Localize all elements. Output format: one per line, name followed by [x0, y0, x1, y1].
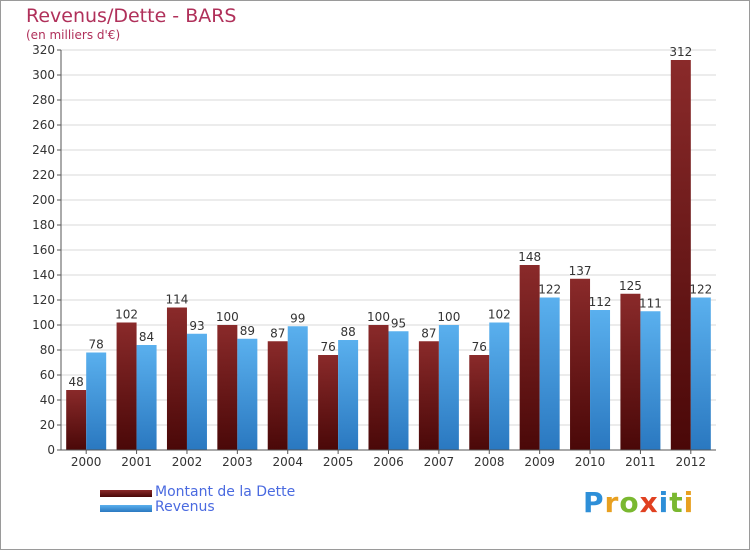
- data-label-debt-2006: 100: [367, 310, 390, 324]
- bar-debt-2008: [469, 355, 490, 450]
- data-label-revenue-2004: 99: [290, 311, 305, 325]
- bar-debt-2003: [217, 325, 238, 450]
- bar-debt-2009: [519, 265, 540, 450]
- logo-letter: i: [658, 486, 670, 519]
- y-tick-label: 280: [32, 93, 55, 107]
- chart-subtitle: (en milliers d'€): [26, 28, 121, 42]
- data-label-revenue-2009: 122: [538, 283, 561, 297]
- y-tick-label: 260: [32, 118, 55, 132]
- x-tick-label-2006: 2006: [373, 455, 404, 469]
- x-tick-label-2008: 2008: [474, 455, 505, 469]
- x-tick-label-2010: 2010: [575, 455, 606, 469]
- x-tick-label-2001: 2001: [121, 455, 152, 469]
- y-tick-label: 220: [32, 168, 55, 182]
- bar-debt-2005: [318, 355, 339, 450]
- bar-revenue-2004: [287, 326, 308, 450]
- logo-letter: x: [639, 486, 659, 519]
- chart-title: Revenus/Dette - BARS: [26, 5, 237, 27]
- y-tick-label: 140: [32, 268, 55, 282]
- bar-revenue-2012: [690, 297, 711, 450]
- data-label-debt-2008: 76: [472, 340, 487, 354]
- data-label-debt-2010: 137: [569, 264, 592, 278]
- x-tick-label-2009: 2009: [524, 455, 555, 469]
- legend-swatch-revenue: [100, 505, 152, 512]
- data-label-revenue-2008: 102: [488, 308, 511, 322]
- data-label-revenue-2002: 93: [189, 319, 204, 333]
- y-tick-label: 120: [32, 293, 55, 307]
- data-label-revenue-2011: 111: [639, 296, 662, 310]
- logo-letter: o: [619, 486, 640, 519]
- legend-swatch-debt: [100, 490, 152, 497]
- bar-revenue-2002: [186, 333, 207, 450]
- y-tick-label: 60: [40, 368, 55, 382]
- x-tick-label-2012: 2012: [676, 455, 707, 469]
- data-label-debt-2003: 100: [216, 310, 239, 324]
- bar-revenue-2008: [489, 322, 510, 450]
- data-label-debt-2001: 102: [115, 308, 138, 322]
- y-tick-label: 100: [32, 318, 55, 332]
- bar-revenue-2009: [539, 297, 560, 450]
- y-tick-label: 160: [32, 243, 55, 257]
- data-label-revenue-2001: 84: [139, 330, 154, 344]
- bar-revenue-2003: [237, 338, 258, 450]
- logo-letter: P: [583, 486, 605, 519]
- x-tick-label-2000: 2000: [71, 455, 102, 469]
- bar-revenue-2007: [438, 325, 459, 450]
- y-tick-label: 240: [32, 143, 55, 157]
- bar-revenue-2005: [338, 340, 359, 450]
- x-tick-label-2011: 2011: [625, 455, 656, 469]
- x-tick-label-2005: 2005: [323, 455, 354, 469]
- bar-debt-2010: [570, 278, 591, 450]
- data-label-debt-2002: 114: [166, 293, 189, 307]
- data-label-revenue-2000: 78: [89, 338, 104, 352]
- y-tick-label: 0: [47, 443, 55, 457]
- logo-letter: i: [683, 486, 695, 519]
- data-label-debt-2007: 87: [421, 326, 436, 340]
- y-tick-label: 200: [32, 193, 55, 207]
- data-label-debt-2012: 312: [669, 45, 692, 59]
- bar-revenue-2001: [136, 345, 157, 450]
- logo-letter: r: [604, 486, 620, 519]
- y-tick-label: 80: [40, 343, 55, 357]
- legend-label-revenue: Revenus: [155, 499, 215, 515]
- bar-debt-2000: [66, 390, 87, 450]
- y-tick-label: 20: [40, 418, 55, 432]
- bar-revenue-2006: [388, 331, 409, 450]
- x-tick-label-2007: 2007: [424, 455, 455, 469]
- x-tick-label-2002: 2002: [172, 455, 203, 469]
- data-label-revenue-2003: 89: [240, 324, 255, 338]
- bar-revenue-2010: [590, 310, 611, 450]
- data-label-debt-2000: 48: [69, 375, 84, 389]
- y-tick-label: 320: [32, 43, 55, 57]
- bar-debt-2006: [368, 325, 389, 450]
- data-label-revenue-2005: 88: [340, 325, 355, 339]
- data-label-debt-2011: 125: [619, 279, 642, 293]
- bar-debt-2011: [620, 293, 641, 450]
- data-label-debt-2004: 87: [270, 326, 285, 340]
- data-label-revenue-2006: 95: [391, 316, 406, 330]
- bar-debt-2004: [267, 341, 288, 450]
- proxiti-logo: Proxiti: [583, 486, 694, 519]
- bar-debt-2007: [418, 341, 439, 450]
- data-label-revenue-2010: 112: [589, 295, 612, 309]
- bar-debt-2002: [166, 307, 187, 450]
- bar-debt-2001: [116, 322, 137, 450]
- logo-letter: t: [669, 486, 684, 519]
- data-label-revenue-2012: 122: [689, 283, 712, 297]
- legend-label-debt: Montant de la Dette: [155, 484, 296, 500]
- bar-revenue-2011: [640, 311, 661, 450]
- y-tick-label: 300: [32, 68, 55, 82]
- x-tick-label-2004: 2004: [272, 455, 303, 469]
- data-label-debt-2009: 148: [518, 250, 541, 264]
- x-tick-label-2003: 2003: [222, 455, 253, 469]
- data-label-debt-2005: 76: [320, 340, 335, 354]
- y-tick-label: 40: [40, 393, 55, 407]
- bar-revenue-2000: [86, 352, 107, 450]
- bar-debt-2012: [670, 60, 691, 450]
- data-label-revenue-2007: 100: [437, 310, 460, 324]
- y-tick-label: 180: [32, 218, 55, 232]
